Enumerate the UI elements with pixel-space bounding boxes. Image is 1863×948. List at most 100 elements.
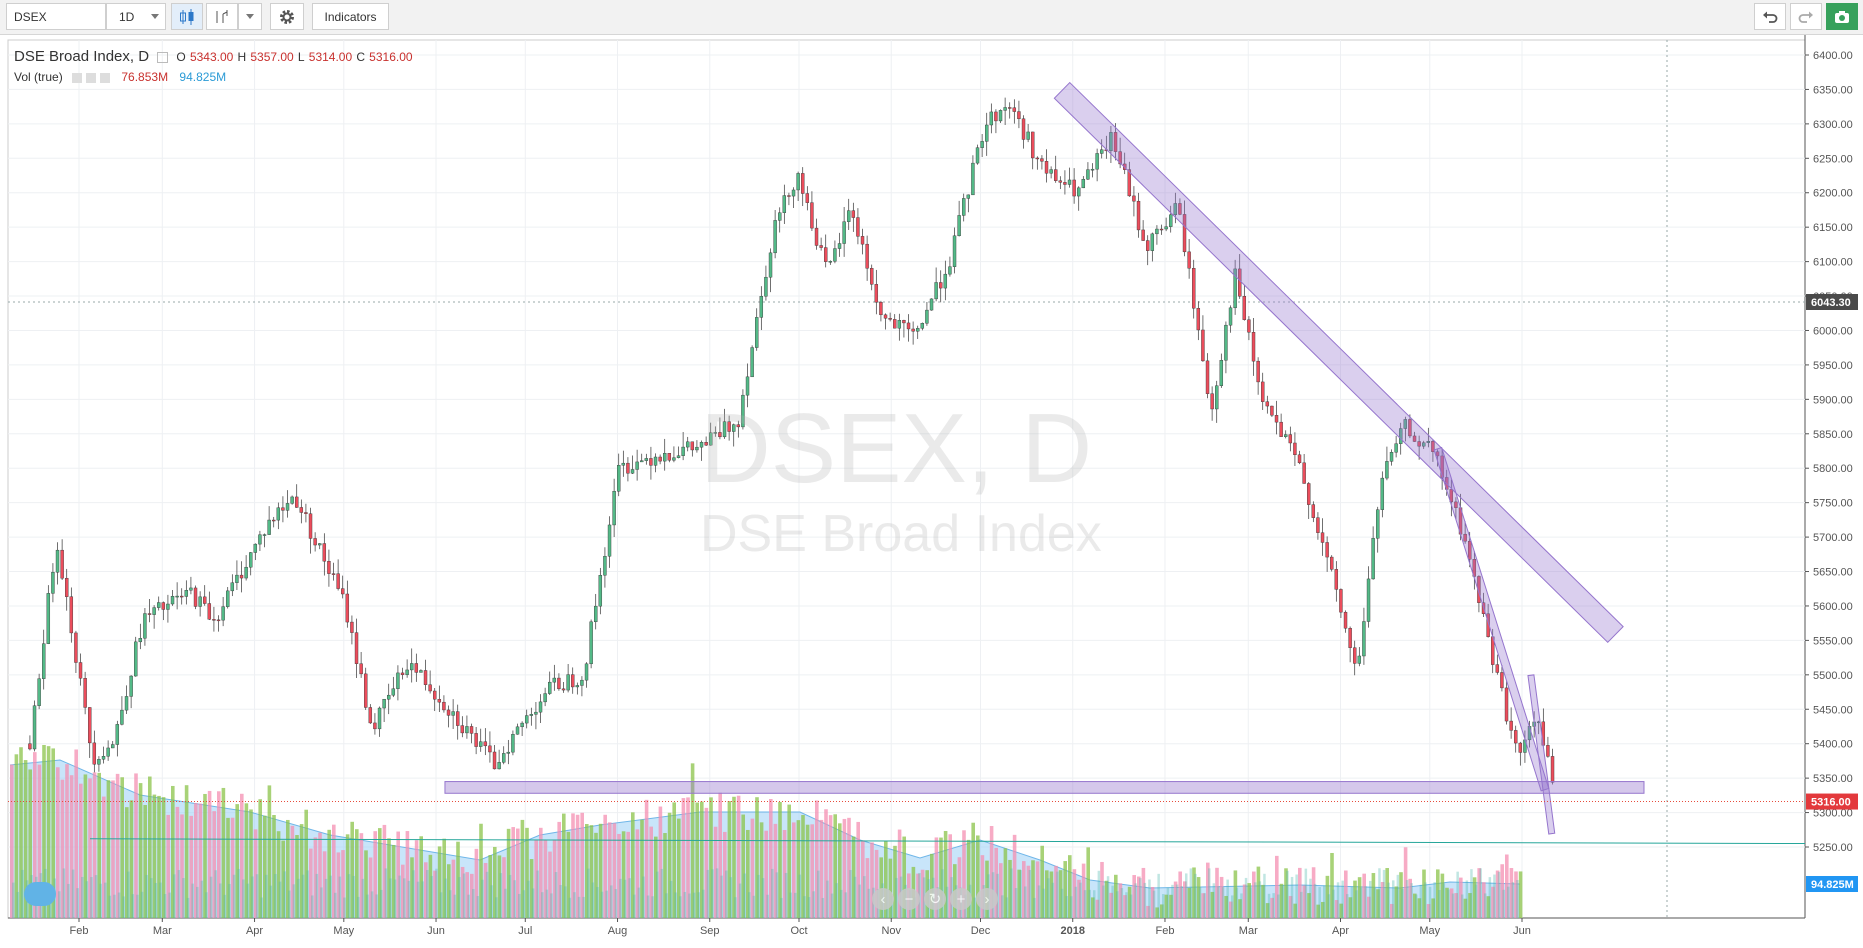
volume-overlay-bar [1465, 880, 1469, 918]
volume-overlay-bar [366, 894, 369, 918]
candle-body [1021, 118, 1026, 140]
volume-bar [1307, 893, 1311, 918]
candle-body [235, 574, 239, 583]
candle-body [230, 582, 235, 592]
volume-overlay-bar [752, 895, 756, 918]
volume-overlay-bar [1116, 891, 1119, 918]
candle-body [377, 707, 382, 730]
volume-overlay-bar [683, 891, 687, 918]
indicators-button[interactable]: Indicators [312, 3, 389, 30]
volume-bar [1371, 873, 1376, 918]
volume-overlay-bar [439, 892, 443, 918]
candle-body [1196, 307, 1201, 331]
candle-body [295, 496, 299, 508]
volume-bar [424, 862, 428, 918]
candle-body [1233, 268, 1237, 309]
candle-body [552, 677, 557, 683]
compare-button[interactable] [206, 3, 238, 30]
candle-body [350, 621, 354, 633]
volume-overlay-bar [1346, 894, 1349, 918]
reset-button[interactable]: ↻ [924, 888, 946, 910]
volume-bar [483, 862, 488, 918]
volume-overlay-bar [1244, 877, 1248, 918]
volume-bar [709, 797, 713, 918]
volume-bar [1160, 904, 1164, 918]
volume-overlay-bar [1010, 868, 1013, 918]
volume-bar [727, 801, 732, 918]
volume-overlay-bar [656, 871, 659, 918]
settings-button[interactable] [270, 3, 304, 30]
scroll-left-button[interactable]: ‹ [872, 888, 894, 910]
candle-body [713, 432, 718, 434]
candle-body [1412, 435, 1417, 442]
volume-overlay-bar [1143, 882, 1147, 918]
candle-body [419, 670, 423, 673]
screenshot-button[interactable] [1826, 3, 1858, 30]
candle-body [883, 314, 888, 319]
candle-body [1146, 240, 1150, 251]
candle-body [1058, 180, 1063, 183]
undo-button[interactable] [1754, 3, 1786, 30]
volume-bar [1040, 845, 1044, 918]
volume-overlay-bar [771, 868, 774, 918]
scroll-right-button[interactable]: › [976, 888, 998, 910]
volume-bar [410, 857, 414, 918]
volume-overlay-bar [426, 869, 429, 918]
volume-overlay-bar [1106, 876, 1110, 918]
volume-bar [580, 812, 584, 918]
legend-format-icon[interactable] [157, 51, 169, 63]
candle-body [824, 247, 828, 262]
volume-overlay-bar [412, 870, 415, 918]
interval-select[interactable]: 1D [106, 3, 166, 30]
volume-overlay-bar [1438, 890, 1441, 918]
volume-bar [575, 814, 580, 918]
zoom-in-button[interactable]: + [950, 888, 972, 910]
candle-body [479, 741, 483, 747]
candle-body [741, 394, 745, 428]
volume-bar [667, 812, 672, 918]
candle-body [272, 519, 276, 522]
chart-area[interactable]: 6400.00 6350.00 6300.00 6250.00 6200.00 6150.… [0, 35, 1863, 943]
candle-body [1086, 169, 1090, 180]
candle-body [166, 603, 170, 610]
volume-overlay-bar [522, 890, 526, 918]
volume-bar [1068, 855, 1072, 918]
volume-bar [322, 851, 327, 918]
volume-bar [631, 812, 635, 918]
candle-body [814, 227, 819, 246]
candle-body [120, 709, 124, 725]
volume-bar [212, 811, 216, 918]
volume-overlay-bar [375, 894, 378, 918]
volume-settings-icon[interactable] [72, 72, 113, 83]
volume-bar [267, 785, 272, 918]
time-tick-label: Mar [153, 925, 172, 937]
candle-body [1132, 195, 1136, 202]
compare-dropdown[interactable] [238, 3, 262, 30]
candle-body [1371, 538, 1375, 580]
chart-style-button[interactable] [171, 3, 203, 30]
volume-overlay-bar [1451, 893, 1455, 918]
volume-bar [824, 809, 828, 918]
price-chart[interactable]: 6400.00 6350.00 6300.00 6250.00 6200.00 6150.… [0, 35, 1863, 943]
zoom-out-button[interactable]: − [898, 888, 920, 910]
crosshair-price-label: 6043.30 [1811, 297, 1851, 309]
volume-bar [1123, 895, 1127, 918]
volume-overlay-bar [495, 897, 498, 918]
tradingview-logo[interactable] [24, 882, 56, 906]
volume-bar [143, 805, 147, 918]
drawings [89, 81, 1806, 845]
volume-bar [1408, 878, 1412, 918]
chevron-down-icon [246, 14, 254, 19]
time-tick-label: Apr [246, 925, 263, 937]
volume-bar [1155, 907, 1159, 918]
candle-body [732, 424, 736, 432]
redo-button[interactable] [1790, 3, 1822, 30]
symbol-input[interactable]: DSEX [6, 3, 106, 30]
volume-bar [529, 859, 534, 918]
volume-pane [9, 745, 1523, 918]
candle-body [69, 596, 74, 634]
volume-overlay-bar [559, 885, 562, 918]
volume-bar [129, 800, 134, 918]
volume-overlay-bar [840, 889, 843, 918]
candle-body [1003, 107, 1007, 111]
